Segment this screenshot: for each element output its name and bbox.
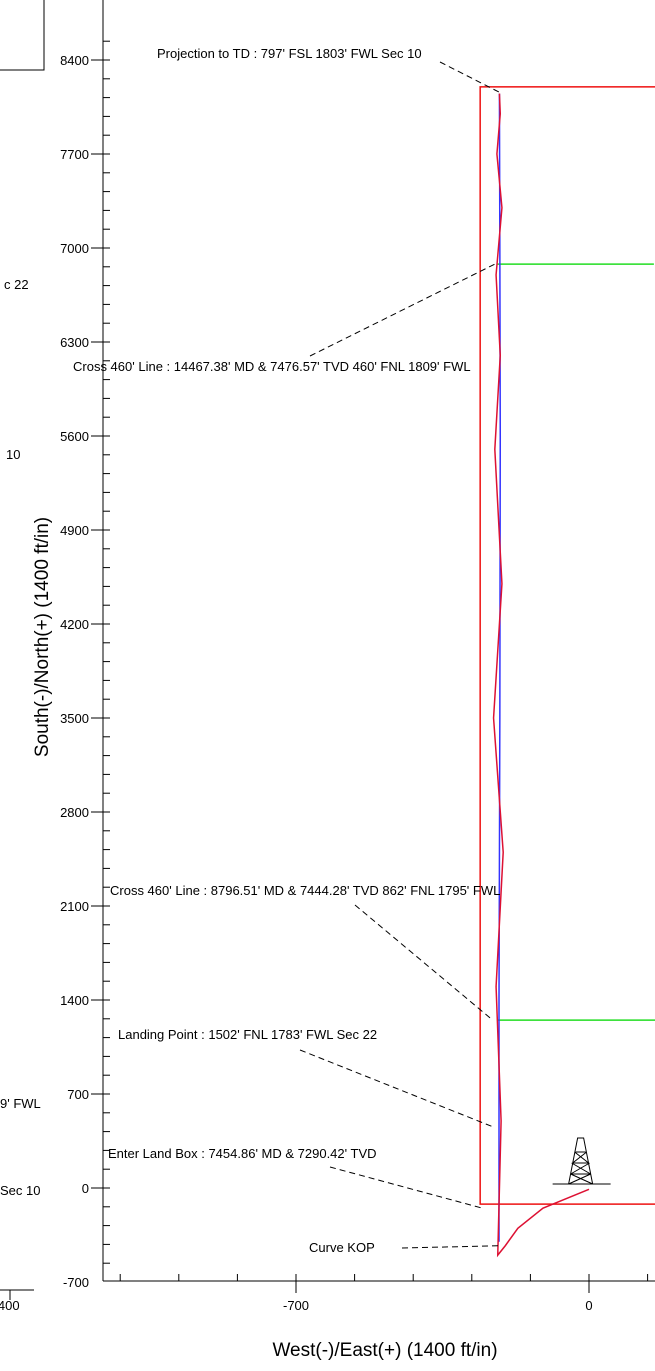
x-axis-title: West(-)/East(+) (1400 ft/in) bbox=[272, 1340, 497, 1361]
x-tick-label: -1400 bbox=[0, 1298, 20, 1313]
y-tick-label: 2100 bbox=[60, 899, 89, 914]
y-tick-label: 4200 bbox=[60, 617, 89, 632]
y-tick-label: 0 bbox=[82, 1181, 89, 1196]
annotation-curve-kop-leader bbox=[401, 1245, 500, 1249]
plan-wellpath-line bbox=[498, 93, 502, 1242]
annotation-landing-point-leader bbox=[299, 1049, 496, 1129]
annotation-enter-land-box: Enter Land Box : 7454.86' MD & 7290.42' … bbox=[108, 1146, 377, 1161]
y-tick-label: 8400 bbox=[60, 53, 89, 68]
annotation-projection-td: Projection to TD : 797' FSL 1803' FWL Se… bbox=[157, 46, 422, 61]
annotation-projection-td-leader bbox=[439, 61, 503, 95]
annotation-cross-460-north: Cross 460' Line : 14467.38' MD & 7476.57… bbox=[73, 359, 471, 374]
y-tick-label: 5600 bbox=[60, 429, 89, 444]
actual-wellpath-line bbox=[492, 93, 590, 1258]
y-tick-label: 6300 bbox=[60, 335, 89, 350]
y-tick-label: -700 bbox=[63, 1275, 89, 1290]
clipped-legend-label: 10 bbox=[6, 447, 20, 462]
clipped-legend-label: c 22 bbox=[4, 277, 29, 292]
clipped-legend-label: Sec 10 bbox=[0, 1183, 40, 1198]
annotation-cross-460-north-leader bbox=[309, 263, 496, 357]
x-tick-label: -700 bbox=[283, 1298, 309, 1313]
y-tick-label: 4900 bbox=[60, 523, 89, 538]
y-tick-label: 7000 bbox=[60, 241, 89, 256]
plot-layer: c 22 10 9' FWL Sec 10 -700 0 700 1400 2100 2800 35… bbox=[0, 0, 655, 1313]
legend-box-fragment-top bbox=[0, 0, 45, 71]
x-tick-label: 0 bbox=[585, 1298, 592, 1313]
annotation-enter-land-box-leader bbox=[329, 1166, 483, 1209]
annotation-cross-460-south: Cross 460' Line : 8796.51' MD & 7444.28'… bbox=[110, 883, 500, 898]
hardline-box bbox=[479, 86, 655, 1205]
rig-icon bbox=[552, 1137, 611, 1185]
y-tick-label: 1400 bbox=[60, 993, 89, 1008]
clipped-legend-label: 9' FWL bbox=[0, 1096, 41, 1111]
y-axis-title: South(-)/North(+) (1400 ft/in) bbox=[32, 517, 53, 757]
y-tick-label: 700 bbox=[67, 1087, 89, 1102]
annotation-cross-460-south-leader bbox=[354, 904, 494, 1021]
y-tick-label: 2800 bbox=[60, 805, 89, 820]
y-tick-label: 3500 bbox=[60, 711, 89, 726]
y-tick-label: 7700 bbox=[60, 147, 89, 162]
annotation-curve-kop: Curve KOP bbox=[309, 1240, 375, 1255]
annotation-landing-point: Landing Point : 1502' FNL 1783' FWL Sec … bbox=[118, 1027, 377, 1042]
